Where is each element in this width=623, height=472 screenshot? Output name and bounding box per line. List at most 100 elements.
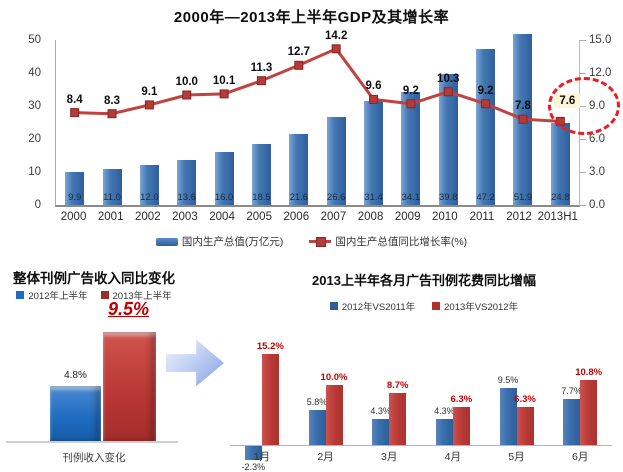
- gdp-bar: 13.6: [177, 160, 197, 205]
- blue-square-swatch-icon: [329, 302, 338, 310]
- income-bar-2012: [50, 386, 101, 441]
- legend-item-2012vs2011: 2012年VS2011年: [329, 299, 415, 313]
- y-axis-tick-label: 40: [28, 67, 41, 79]
- y2-axis-tick-label: 15.0: [589, 34, 612, 46]
- gdp-bar-label: 11.0: [103, 192, 121, 203]
- y-axis-tick-label: 20: [28, 133, 41, 145]
- monthly-bar-2013: [261, 353, 279, 445]
- month-label: 3月: [381, 451, 398, 463]
- gdp-line-label: 9.6: [365, 80, 382, 93]
- gdp-year-label: 2011: [469, 211, 495, 223]
- gdp-bar-label: 12.0: [140, 192, 159, 203]
- legend-item-2013vs2012: 2013年VS2012年: [432, 299, 518, 313]
- month-label: 2月: [317, 451, 334, 463]
- gdp-line-label: 10.0: [175, 76, 198, 88]
- gdp-line-label: 12.7: [287, 46, 310, 59]
- legend-label: 2012年上半年: [28, 291, 88, 302]
- gdp-line-label: 14.2: [324, 29, 348, 42]
- monthly-bar-label: 4.3%: [370, 406, 391, 417]
- gdp-chart-title: 2000年—2013年上半年GDP及其增长率: [173, 9, 450, 26]
- monthly-bar-2012: [372, 419, 390, 445]
- gdp-line-label: 11.3: [250, 61, 273, 74]
- gdp-bar: 11.0: [102, 168, 122, 205]
- highlight-circle-icon: [548, 77, 621, 136]
- income-bar-2013: [103, 332, 156, 441]
- monthly-bar-2013: [452, 407, 470, 445]
- monthly-bar-label: 10.8%: [575, 367, 603, 379]
- legend-label: 2013年上半年: [112, 291, 172, 302]
- gdp-year-label: 2004: [209, 211, 235, 223]
- gdp-line-label: 10.3: [437, 72, 460, 85]
- gdp-year-label: 2009: [394, 211, 421, 223]
- legend-label: 2013年VS2012年: [444, 302, 519, 313]
- axis-tick-mark: [579, 40, 586, 41]
- axis-tick-mark: [579, 205, 586, 206]
- gdp-bar-label: 51.9: [513, 192, 533, 203]
- monthly-bar-2013: [389, 392, 407, 445]
- gdp-bar: 21.6: [289, 133, 309, 205]
- income-chart-title: 整体刊例广告收入同比变化: [13, 271, 175, 286]
- gdp-year-label: 2001: [97, 211, 124, 223]
- y2-axis-tick-label: 3.0: [589, 166, 605, 178]
- gdp-bar-label: 16.0: [214, 192, 234, 203]
- income-baseline: [6, 441, 178, 443]
- blue-bar-swatch-icon: [155, 237, 178, 246]
- gdp-bar: 26.6: [326, 117, 346, 205]
- y2-axis-tick-label: 0.0: [589, 199, 605, 211]
- monthly-growth-chart: 2013上半年各月广告刊例花费同比增幅 2012年VS2011年 2013年VS…: [228, 262, 620, 472]
- gdp-year-label: 2013H1: [537, 211, 578, 223]
- gdp-year-label: 2000: [60, 211, 87, 223]
- monthly-bar-label: 8.7%: [386, 379, 409, 391]
- monthly-chart-title: 2013上半年各月广告刊例花费同比增幅: [312, 273, 536, 288]
- monthly-bar-2012: [435, 419, 453, 445]
- income-x-axis-label: 刊例收入变化: [62, 452, 126, 464]
- y2-axis-tick-label: 12.0: [589, 67, 612, 79]
- gdp-year-label: 2012: [506, 211, 532, 223]
- gdp-line-label: 7.8: [514, 100, 531, 113]
- gdp-line-label: 10.1: [212, 74, 236, 87]
- gdp-growth-line: [70, 44, 565, 126]
- monthly-bar-label: 10.0%: [320, 372, 348, 383]
- monthly-bar-label: 15.2%: [256, 340, 284, 352]
- gdp-bar: 24.8: [550, 123, 570, 205]
- legend-label: 国内生产总值同比增长率(%): [335, 236, 468, 248]
- legend-label: 国内生产总值(万亿元): [181, 236, 284, 248]
- gdp-bar-label: 31.4: [364, 192, 383, 203]
- income-bar-label: 4.8%: [64, 369, 87, 381]
- axis-tick-mark: [579, 73, 586, 74]
- gdp-bar-label: 39.8: [439, 192, 458, 203]
- legend-item-gdp-value: 国内生产总值(万亿元): [155, 234, 284, 249]
- income-highlight-value: 9.5%: [108, 299, 150, 319]
- gdp-bar-label: 24.8: [551, 192, 570, 203]
- gdp-bar: 34.1: [401, 92, 421, 205]
- monthly-bar-2013: [580, 380, 598, 445]
- gdp-line-label: 9.1: [141, 85, 158, 98]
- y-axis-tick-label: 30: [28, 100, 41, 112]
- monthly-bar-2012: [563, 398, 581, 445]
- red-square-swatch-icon: [432, 302, 441, 310]
- monthly-legend: 2012年VS2011年 2013年VS2012年: [228, 299, 620, 313]
- month-label: 6月: [572, 451, 589, 463]
- gdp-year-label: 2003: [172, 211, 198, 223]
- month-label: 1月: [253, 451, 270, 463]
- monthly-bar-2013: [325, 385, 343, 445]
- gdp-year-label: 2005: [246, 211, 272, 223]
- legend-item-2012h1: 2012年上半年: [16, 288, 88, 302]
- gdp-line-label: 9.2: [477, 84, 494, 97]
- gdp-year-label: 2010: [432, 211, 458, 223]
- gdp-bar: 16.0: [214, 152, 234, 205]
- gdp-bar-label: 21.6: [289, 192, 309, 203]
- red-square-swatch-icon: [100, 291, 109, 299]
- gdp-year-label: 2002: [135, 211, 161, 223]
- income-plot-area: 4.8%: [8, 325, 176, 441]
- gdp-bar-label: 9.9: [68, 192, 82, 203]
- gdp-bar-label: 13.6: [177, 192, 197, 203]
- gdp-year-label: 2007: [320, 211, 347, 223]
- axis-tick-mark: [579, 172, 586, 173]
- y-axis-tick-label: 50: [28, 34, 41, 46]
- legend-item-2013h1: 2013年上半年: [100, 288, 172, 302]
- legend-item-gdp-growth: 国内生产总值同比增长率(%): [309, 234, 467, 249]
- monthly-bar-2013: [516, 407, 534, 445]
- gdp-line-label: 8.4: [66, 93, 83, 106]
- gdp-bar: 12.0: [139, 165, 159, 205]
